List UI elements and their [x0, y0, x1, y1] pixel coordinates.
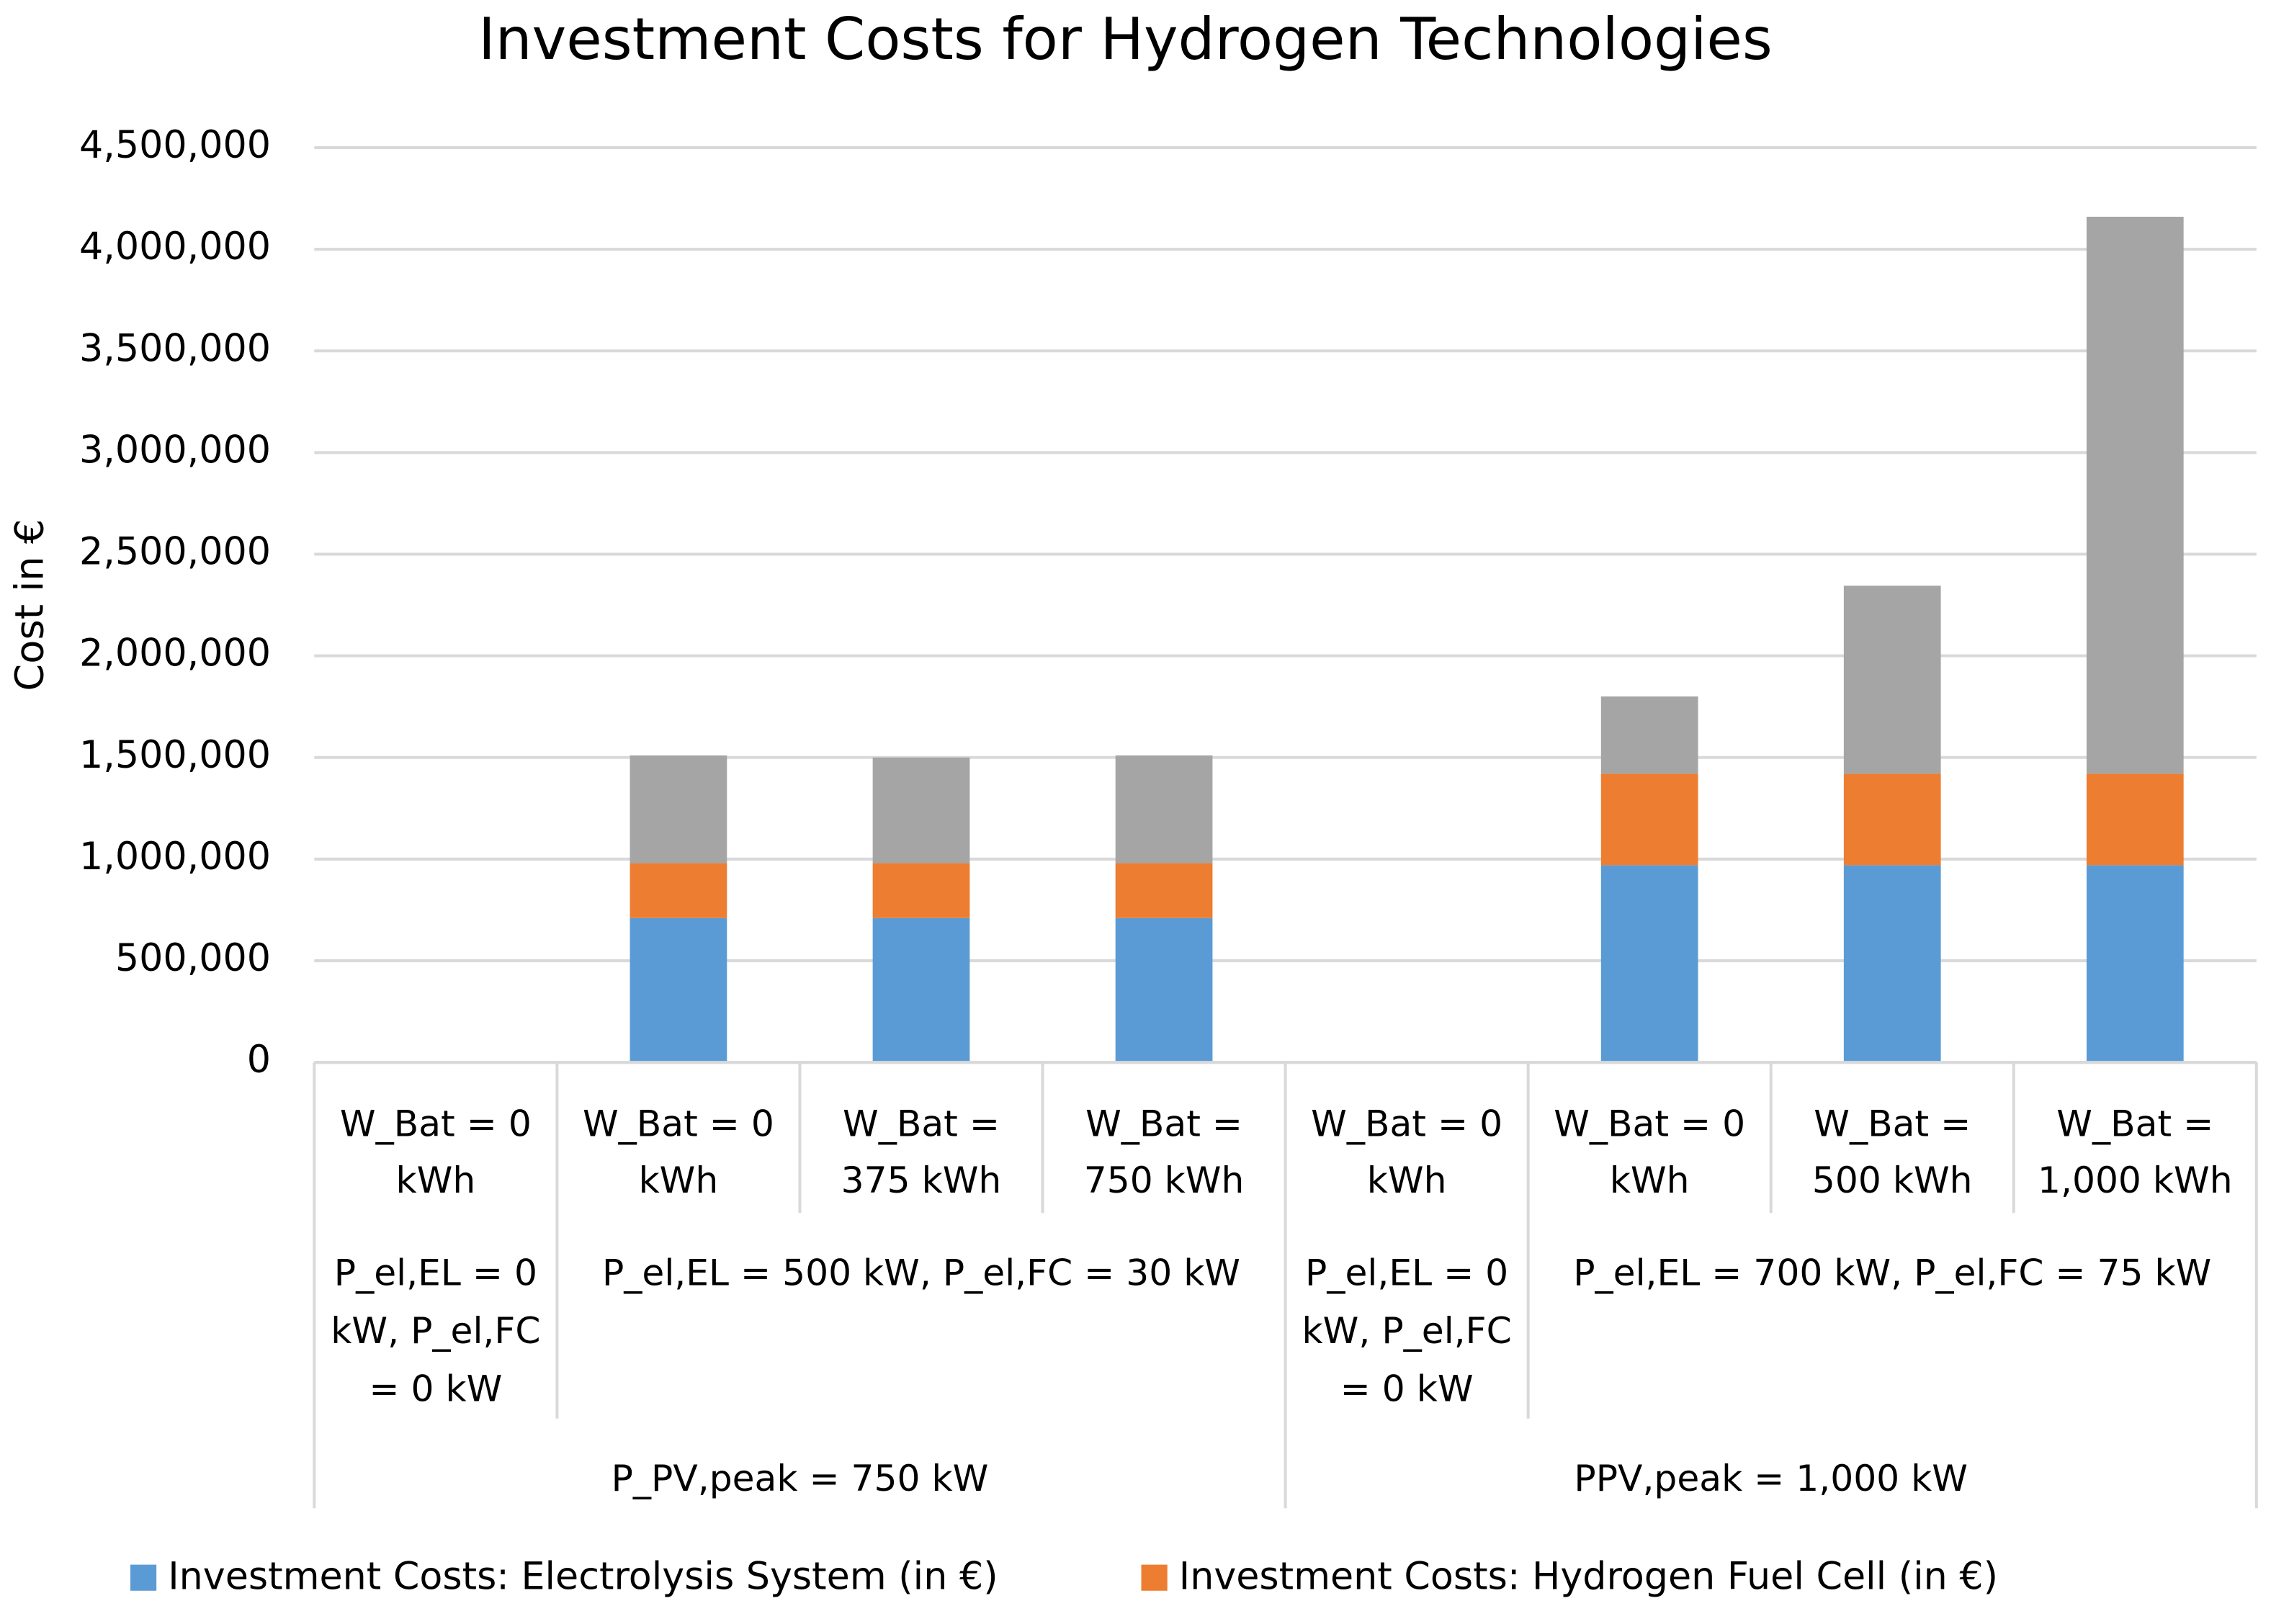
y-tick-label: 1,000,000 [79, 835, 271, 879]
y-tick-label: 3,000,000 [79, 428, 271, 472]
x-tick-label: W_Bat = 0 kWh [1554, 1103, 1746, 1202]
category-group-label: P_PV,peak = 750 kW [611, 1457, 989, 1500]
bar-segment [2086, 773, 2184, 866]
bar-segment [1115, 863, 1213, 918]
legend-swatch [130, 1564, 157, 1591]
y-axis-label: Cost in € [6, 519, 52, 691]
x-tick-label: W_Bat = 0 kWh [339, 1103, 532, 1202]
bar-segment [2086, 216, 2184, 774]
bar-segment [872, 757, 970, 863]
category-group-label: PPV,peak = 1,000 kW [1574, 1457, 1968, 1500]
category-group-label: P_el,EL = 500 kW, P_el,FC = 30 kW [601, 1252, 1241, 1294]
bar-segment [872, 918, 970, 1063]
bar-segment [630, 863, 727, 918]
y-tick-label: 500,000 [115, 936, 271, 980]
y-tick-label: 2,000,000 [79, 632, 271, 676]
y-tick-label: 4,500,000 [79, 123, 271, 167]
bar-segment [1600, 773, 1698, 866]
x-tick-label: W_Bat = 750 kWh [1083, 1103, 1245, 1202]
bar-segment [1843, 773, 1941, 866]
bar-segment [1843, 586, 1941, 774]
chart-title: Investment Costs for Hydrogen Technologi… [478, 5, 1773, 73]
category-group-label: P_el,EL = 0 kW, P_el,FC = 0 kW [1302, 1252, 1512, 1410]
legend-label: Investment Costs: Electrolysis System (i… [168, 1555, 998, 1599]
y-tick-label: 4,000,000 [79, 225, 271, 269]
bar-segment [630, 755, 727, 863]
y-tick-label: 3,500,000 [79, 326, 271, 370]
legend-swatch [1141, 1564, 1168, 1591]
category-group-label: P_el,EL = 0 kW, P_el,FC = 0 kW [331, 1252, 541, 1410]
y-tick-label: 1,500,000 [79, 733, 271, 777]
bar-segment [2086, 865, 2184, 1063]
y-tick-label: 0 [247, 1038, 271, 1082]
bar-segment [1600, 696, 1698, 774]
category-group-label: P_el,EL = 700 kW, P_el,FC = 75 kW [1573, 1252, 2212, 1294]
x-tick-label: W_Bat = 500 kWh [1811, 1103, 1973, 1202]
bar-segment [1115, 755, 1213, 863]
bar-segment [630, 918, 727, 1063]
bar-segment [872, 863, 970, 918]
bar-segment [1600, 865, 1698, 1063]
x-tick-label: W_Bat = 0 kWh [1311, 1103, 1503, 1202]
x-tick-label: W_Bat = 0 kWh [582, 1103, 774, 1202]
x-tick-label: W_Bat = 1,000 kWh [2038, 1103, 2233, 1202]
bar-segment [1843, 865, 1941, 1063]
y-tick-label: 2,500,000 [79, 530, 271, 574]
legend-label: Investment Costs: Hydrogen Fuel Cell (in… [1179, 1555, 1998, 1599]
bar-segment [1115, 918, 1213, 1063]
x-tick-label: W_Bat = 375 kWh [841, 1103, 1002, 1202]
